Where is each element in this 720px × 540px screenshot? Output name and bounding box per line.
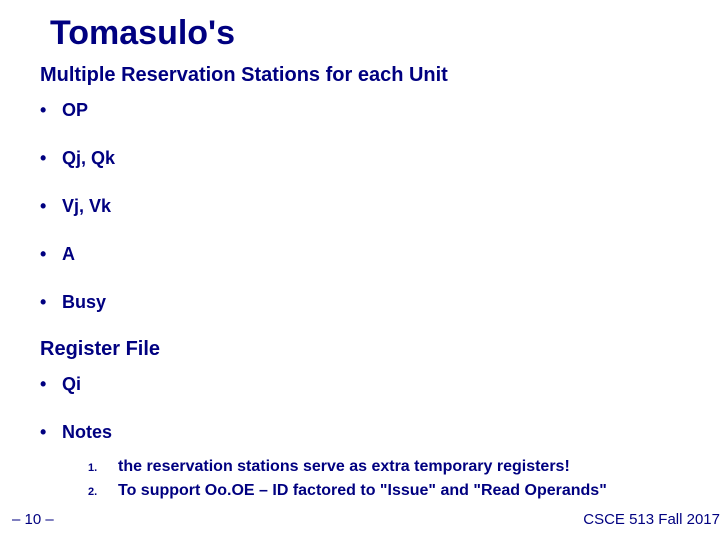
bullet-dot-icon: •	[40, 374, 62, 395]
bullet-item: • Busy	[40, 292, 106, 313]
bullet-label: Qi	[62, 374, 81, 395]
slide: Tomasulo's Multiple Reservation Stations…	[0, 0, 720, 540]
note-number: 2.	[88, 486, 118, 498]
bullet-item: • OP	[40, 100, 88, 121]
note-item: 2. To support Oo.OE – ID factored to "Is…	[88, 482, 607, 500]
note-text: the reservation stations serve as extra …	[118, 458, 570, 476]
bullet-dot-icon: •	[40, 292, 62, 313]
bullet-item: • Notes	[40, 422, 112, 443]
footer-course-info: CSCE 513 Fall 2017	[583, 511, 720, 528]
bullet-item: • Vj, Vk	[40, 196, 111, 217]
bullet-dot-icon: •	[40, 196, 62, 217]
bullet-label: A	[62, 244, 75, 265]
footer-page-number: – 10 –	[12, 511, 54, 528]
bullet-dot-icon: •	[40, 100, 62, 121]
bullet-label: Vj, Vk	[62, 196, 111, 217]
bullet-item: • Qj, Qk	[40, 148, 115, 169]
bullet-label: OP	[62, 100, 88, 121]
note-text: To support Oo.OE – ID factored to "Issue…	[118, 482, 607, 500]
slide-title: Tomasulo's	[50, 14, 235, 53]
subtitle-register-file: Register File	[40, 338, 160, 361]
bullet-dot-icon: •	[40, 148, 62, 169]
bullet-item: • A	[40, 244, 75, 265]
note-number: 1.	[88, 462, 118, 474]
bullet-label: Notes	[62, 422, 112, 443]
bullet-label: Qj, Qk	[62, 148, 115, 169]
bullet-dot-icon: •	[40, 244, 62, 265]
bullet-label: Busy	[62, 292, 106, 313]
bullet-item: • Qi	[40, 374, 81, 395]
subtitle-reservation-stations: Multiple Reservation Stations for each U…	[40, 64, 448, 87]
bullet-dot-icon: •	[40, 422, 62, 443]
note-item: 1. the reservation stations serve as ext…	[88, 458, 570, 476]
